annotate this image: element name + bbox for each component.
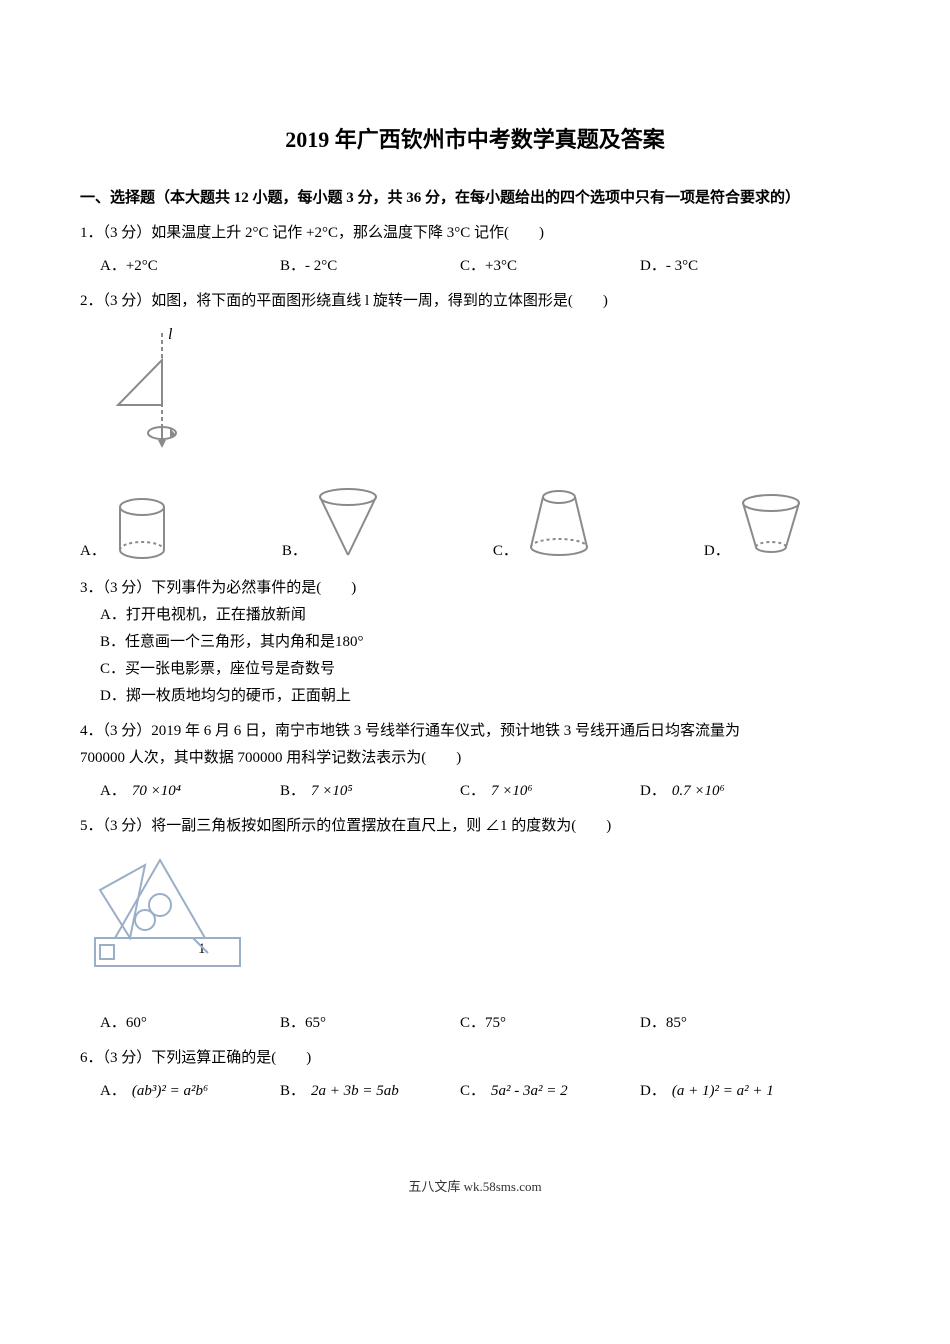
q6-option-c: C． 5a² - 3a² = 2 (460, 1078, 640, 1105)
question-6: 6．（3 分）下列运算正确的是( ) A． (ab³)² = a²b⁶ B． 2… (80, 1045, 870, 1105)
cylinder-icon (112, 495, 172, 565)
q5-figure: 1 (90, 850, 870, 990)
q3-option-c: C．买一张电影票，座位号是奇数号 (100, 656, 870, 683)
section-1-header: 一、选择题（本大题共 12 小题，每小题 3 分，共 36 分，在每小题给出的四… (80, 185, 870, 212)
page-footer: 五八文库 wk.58sms.com (80, 1175, 870, 1198)
cone-icon (736, 485, 806, 565)
q3-text: 3．（3 分）下列事件为必然事件的是( ) (80, 575, 870, 602)
question-2: 2．（3 分）如图，将下面的平面图形绕直线 l 旋转一周，得到的立体图形是( )… (80, 288, 870, 565)
q1-option-b: B．- 2°C (280, 253, 460, 280)
question-4: 4．（3 分）2019 年 6 月 6 日，南宁市地铁 3 号线举行通车仪式，预… (80, 718, 870, 805)
q1-option-c: C．+3°C (460, 253, 640, 280)
q5-option-d: D．85° (640, 1010, 820, 1037)
q4-text-1: 4．（3 分）2019 年 6 月 6 日，南宁市地铁 3 号线举行通车仪式，预… (80, 718, 870, 745)
q3-option-a: A．打开电视机，正在播放新闻 (100, 602, 870, 629)
q2-option-a-label: A． (80, 538, 106, 565)
q1-option-a: A．+2°C (100, 253, 280, 280)
q4-option-a: A． 70 ×10⁴ (100, 778, 280, 805)
exam-title: 2019 年广西钦州市中考数学真题及答案 (80, 120, 870, 160)
q5-option-b: B．65° (280, 1010, 460, 1037)
q6-option-a: A． (ab³)² = a²b⁶ (100, 1078, 280, 1105)
axis-label: l (168, 326, 173, 343)
q1-text: 1．（3 分）如果温度上升 2°C 记作 +2°C，那么温度下降 3°C 记作(… (80, 220, 870, 247)
q6-option-d: D． (a + 1)² = a² + 1 (640, 1078, 820, 1105)
q2-input-figure: l (110, 325, 870, 465)
q2-options-figures: A． B． C． (80, 485, 870, 565)
q3-option-b: B．任意画一个三角形，其内角和是180° (100, 629, 870, 656)
q2-text: 2．（3 分）如图，将下面的平面图形绕直线 l 旋转一周，得到的立体图形是( ) (80, 288, 870, 315)
q4-option-c: C． 7 ×10⁶ (460, 778, 640, 805)
frustum-icon (524, 485, 594, 565)
q2-option-c-label: C． (493, 538, 518, 565)
question-3: 3．（3 分）下列事件为必然事件的是( ) A．打开电视机，正在播放新闻 B．任… (80, 575, 870, 710)
q4-text-2: 700000 人次，其中数据 700000 用科学记数法表示为( ) (80, 745, 870, 772)
q6-option-b: B． 2a + 3b = 5ab (280, 1078, 460, 1105)
q5-option-c: C．75° (460, 1010, 640, 1037)
q5-text: 5．（3 分）将一副三角板按如图所示的位置摆放在直尺上，则 ∠1 的度数为( ) (80, 813, 870, 840)
q2-option-b-label: B． (282, 538, 307, 565)
q4-option-d: D． 0.7 ×10⁶ (640, 778, 820, 805)
q1-option-d: D．- 3°C (640, 253, 820, 280)
question-1: 1．（3 分）如果温度上升 2°C 记作 +2°C，那么温度下降 3°C 记作(… (80, 220, 870, 280)
q4-option-b: B． 7 ×10⁵ (280, 778, 460, 805)
q2-option-d-label: D． (704, 538, 730, 565)
q6-text: 6．（3 分）下列运算正确的是( ) (80, 1045, 870, 1072)
q3-option-d: D．掷一枚质地均匀的硬币，正面朝上 (100, 683, 870, 710)
q5-option-a: A．60° (100, 1010, 280, 1037)
question-5: 5．（3 分）将一副三角板按如图所示的位置摆放在直尺上，则 ∠1 的度数为( )… (80, 813, 870, 1037)
frustum-up-icon (313, 485, 383, 565)
